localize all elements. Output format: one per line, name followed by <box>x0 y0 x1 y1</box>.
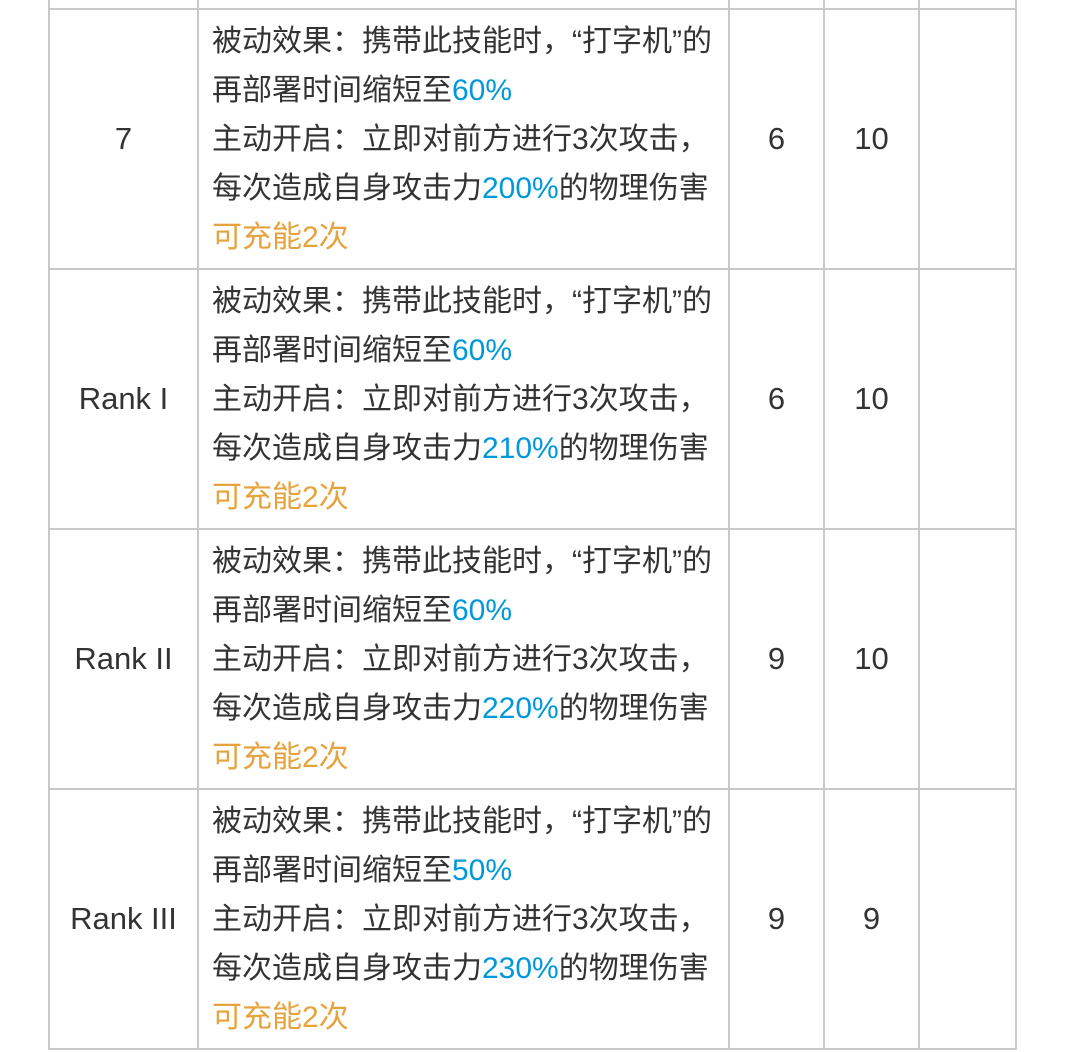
number-cell-2: 9 <box>823 788 920 1050</box>
rank-cell <box>48 0 199 10</box>
rank-cell: 7 <box>48 8 199 270</box>
description-text: 主动开启：立即对前方进行3次攻击， 每次造成自身攻击力 <box>212 642 709 725</box>
number-cell-2: 10 <box>823 528 920 790</box>
skill-description-cell: 被动效果：携带此技能时，“打字机”的 再部署时间缩短至60% 主动开启：立即对前… <box>197 8 730 270</box>
highlight-value: 220% <box>482 691 559 725</box>
empty-cell <box>918 8 1017 270</box>
rank-cell: Rank III <box>48 788 199 1050</box>
description-text: 主动开启：立即对前方进行3次攻击， 每次造成自身攻击力 <box>212 382 709 465</box>
skill-rank-table: 7 被动效果：携带此技能时，“打字机”的 再部署时间缩短至60% 主动开启：立即… <box>48 0 1017 1050</box>
skill-description-cell: 被动效果：携带此技能时，“打字机”的 再部署时间缩短至60% 主动开启：立即对前… <box>197 528 730 790</box>
skill-description-cell: 被动效果：携带此技能时，“打字机”的 再部署时间缩短至50% 主动开启：立即对前… <box>197 788 730 1050</box>
description-text: 被动效果：携带此技能时，“打字机”的 再部署时间缩短至 <box>212 804 712 887</box>
highlight-value: 230% <box>482 951 559 985</box>
empty-cell <box>918 268 1017 530</box>
skill-rank-row: Rank II 被动效果：携带此技能时，“打字机”的 再部署时间缩短至60% 主… <box>48 528 1017 790</box>
highlight-value: 可充能2次 <box>212 220 349 254</box>
highlight-value: 可充能2次 <box>212 740 349 774</box>
description-text: 主动开启：立即对前方进行3次攻击， 每次造成自身攻击力 <box>212 122 709 205</box>
highlight-value: 60% <box>452 73 513 107</box>
number-cell-1: 9 <box>728 788 825 1050</box>
description-text: 被动效果：携带此技能时，“打字机”的 再部署时间缩短至 <box>212 544 712 627</box>
skill-table-container: 7 被动效果：携带此技能时，“打字机”的 再部署时间缩短至60% 主动开启：立即… <box>48 0 1017 1050</box>
clipped-previous-row <box>48 0 1017 10</box>
empty-cell <box>918 0 1017 10</box>
description-text: 的物理伤害 <box>558 431 709 465</box>
highlight-value: 60% <box>452 593 513 627</box>
number-cell-1: 9 <box>728 528 825 790</box>
highlight-value: 50% <box>452 853 513 887</box>
skill-table-body: 7 被动效果：携带此技能时，“打字机”的 再部署时间缩短至60% 主动开启：立即… <box>48 0 1017 1050</box>
number-cell-1: 6 <box>728 8 825 270</box>
highlight-value: 60% <box>452 333 513 367</box>
highlight-value: 可充能2次 <box>212 480 349 514</box>
number-cell-2 <box>823 0 920 10</box>
skill-rank-row: Rank III 被动效果：携带此技能时，“打字机”的 再部署时间缩短至50% … <box>48 788 1017 1050</box>
number-cell-2: 10 <box>823 8 920 270</box>
skill-description-cell: 被动效果：携带此技能时，“打字机”的 再部署时间缩短至60% 主动开启：立即对前… <box>197 268 730 530</box>
skill-rank-row: Rank I 被动效果：携带此技能时，“打字机”的 再部署时间缩短至60% 主动… <box>48 268 1017 530</box>
skill-description-cell <box>197 0 730 10</box>
description-text: 的物理伤害 <box>558 951 709 985</box>
number-cell-2: 10 <box>823 268 920 530</box>
highlight-value: 210% <box>482 431 559 465</box>
description-text: 主动开启：立即对前方进行3次攻击， 每次造成自身攻击力 <box>212 902 709 985</box>
description-text: 被动效果：携带此技能时，“打字机”的 再部署时间缩短至 <box>212 24 712 107</box>
description-text: 的物理伤害 <box>558 171 709 205</box>
number-cell-1: 6 <box>728 268 825 530</box>
number-cell-1 <box>728 0 825 10</box>
rank-cell: Rank I <box>48 268 199 530</box>
highlight-value: 可充能2次 <box>212 1000 349 1034</box>
rank-cell: Rank II <box>48 528 199 790</box>
description-text: 的物理伤害 <box>558 691 709 725</box>
empty-cell <box>918 528 1017 790</box>
skill-rank-row: 7 被动效果：携带此技能时，“打字机”的 再部署时间缩短至60% 主动开启：立即… <box>48 8 1017 270</box>
description-text: 被动效果：携带此技能时，“打字机”的 再部署时间缩短至 <box>212 284 712 367</box>
highlight-value: 200% <box>482 171 559 205</box>
empty-cell <box>918 788 1017 1050</box>
